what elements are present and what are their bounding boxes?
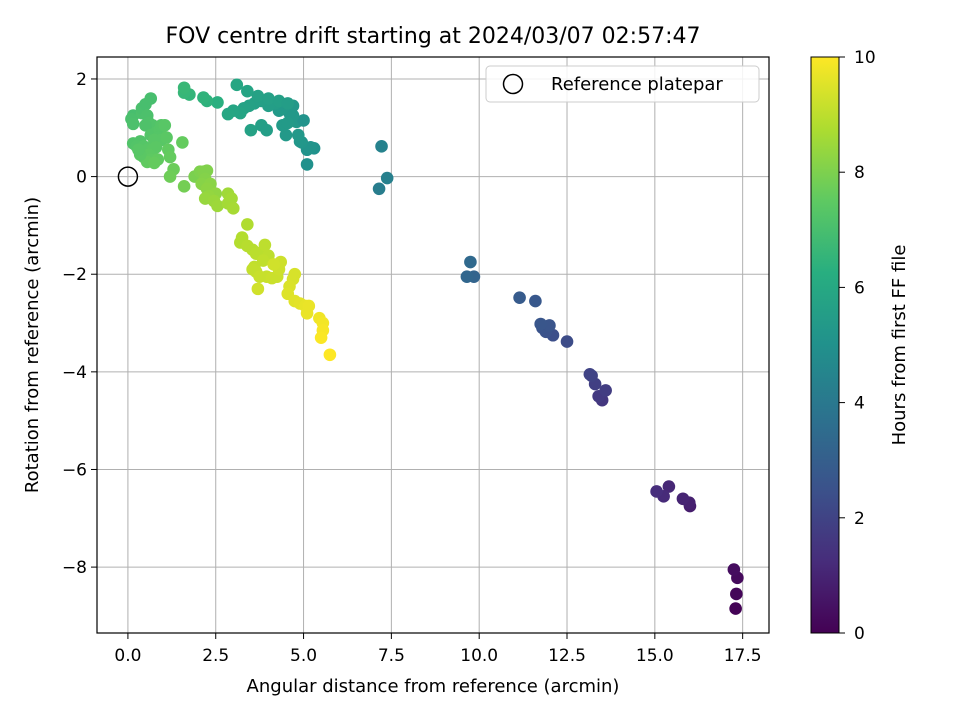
x-axis-ticks: 0.0 2.5 5.0 7.5 10.0 12.5 15.0 17.5 [114, 633, 762, 666]
data-point [147, 156, 161, 170]
x-tick-label: 0.0 [114, 646, 141, 666]
colorbar: 0 2 4 6 8 10 Hours from first FF file [810, 48, 910, 644]
data-point [513, 291, 526, 304]
colorbar-tick-label: 4 [854, 394, 865, 414]
data-point [256, 254, 270, 267]
x-tick-label: 15.0 [636, 646, 674, 666]
y-tick-label: −2 [62, 265, 87, 285]
y-tick-label: −4 [62, 363, 87, 383]
grid [97, 57, 769, 633]
data-point [158, 119, 172, 132]
data-point [529, 294, 542, 308]
data-point [221, 107, 235, 121]
y-tick-label: 2 [76, 70, 87, 90]
legend-marker-reference [502, 73, 524, 95]
data-point [583, 367, 597, 381]
y-tick-label: 0 [76, 168, 87, 188]
data-point [244, 123, 258, 137]
legend: Reference platepar [485, 65, 760, 103]
plot-frame [96, 56, 770, 634]
data-point [727, 563, 741, 576]
data-point [230, 78, 244, 92]
colorbar-tick-label: 6 [854, 278, 865, 298]
y-axis-ticks: 2 0 −2 −4 −6 −8 [62, 70, 97, 578]
x-tick-label: 17.5 [724, 646, 762, 666]
y-tick-label: −8 [62, 558, 87, 578]
data-point [300, 158, 314, 171]
data-point [534, 317, 547, 331]
legend-box [485, 65, 760, 103]
x-axis-label: Angular distance from reference (arcmin) [247, 676, 620, 697]
data-point [177, 81, 191, 95]
x-tick-label: 7.5 [378, 646, 405, 666]
data-point [176, 136, 189, 149]
x-tick-label: 10.0 [460, 646, 498, 666]
data-point [241, 84, 254, 98]
data-point [211, 96, 224, 109]
data-point [372, 182, 386, 196]
data-point [241, 218, 254, 231]
data-point [560, 335, 574, 348]
data-point [177, 180, 191, 193]
x-tick-label: 2.5 [202, 646, 229, 666]
data-point [139, 119, 152, 132]
data-point [662, 480, 676, 493]
colorbar-tick-label: 0 [854, 624, 865, 644]
data-point [650, 485, 663, 498]
data-point [281, 116, 295, 130]
chart-title: FOV centre drift starting at 2024/03/07 … [166, 24, 701, 49]
data-point [132, 143, 145, 157]
data-point [375, 140, 388, 153]
legend-label-reference: Reference platepar [551, 74, 723, 95]
colorbar-gradient [810, 56, 840, 634]
data-point [262, 92, 275, 105]
colorbar-tick-label: 10 [854, 48, 876, 68]
data-point [144, 92, 158, 105]
data-point [297, 114, 310, 127]
y-axis-label: Rotation from reference (arcmin) [22, 197, 43, 493]
colorbar-tick-label: 2 [854, 509, 865, 529]
data-point [226, 202, 240, 215]
data-point [460, 270, 474, 283]
data-point [676, 492, 690, 506]
data-point [160, 131, 173, 144]
data-point [163, 170, 177, 183]
x-tick-label: 12.5 [548, 646, 586, 666]
data-point [729, 602, 742, 615]
data-point [599, 384, 612, 397]
data-point [267, 258, 280, 271]
data-point [281, 97, 295, 110]
data-point [163, 150, 177, 164]
data-point [258, 238, 272, 252]
data-point [300, 306, 314, 320]
data-point [260, 123, 273, 137]
data-points [125, 78, 744, 615]
data-point [211, 199, 224, 213]
reference-platepar-marker [117, 166, 139, 187]
y-tick-label: −6 [62, 460, 87, 480]
data-point [314, 331, 328, 344]
data-point [323, 348, 337, 362]
x-tick-label: 5.0 [290, 646, 317, 666]
data-point [251, 282, 265, 296]
data-point [464, 255, 477, 269]
colorbar-ticks: 0 2 4 6 8 10 [839, 48, 876, 644]
data-point [251, 89, 265, 103]
colorbar-label: Hours from first FF file [889, 245, 910, 446]
data-point [291, 128, 305, 142]
data-point [380, 171, 394, 185]
data-point [279, 128, 293, 142]
data-point [126, 117, 140, 131]
data-point [197, 91, 210, 104]
data-point [730, 587, 743, 601]
colorbar-tick-label: 8 [854, 163, 865, 183]
